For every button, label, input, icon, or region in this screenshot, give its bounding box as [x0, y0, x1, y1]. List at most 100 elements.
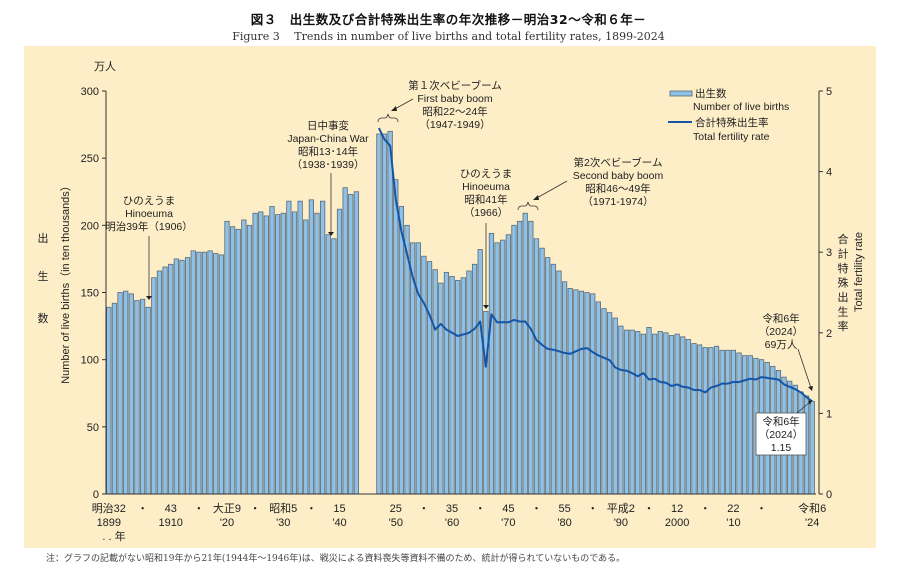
- right-axis-label-jp-char: 計: [838, 247, 849, 261]
- bar-1938: [325, 234, 331, 495]
- bar-1998: [663, 332, 669, 495]
- bar-1942: [348, 194, 354, 495]
- left-tick-label: 250: [81, 153, 99, 165]
- arrow-head-icon: [533, 195, 539, 200]
- annotation-hinoeuma-1906: 明治39年（1906）: [105, 220, 193, 233]
- bar-1950: [393, 179, 399, 495]
- x-tick-label-year: 2000: [665, 517, 689, 529]
- bar-1956: [426, 261, 433, 495]
- x-tick-label-era: ・: [250, 503, 261, 515]
- bar-1925: [252, 212, 258, 495]
- left-axis-unit: 万人: [94, 60, 116, 73]
- bar-1949: [387, 130, 393, 495]
- right-tick-label: 4: [826, 167, 832, 179]
- legend-line-label-en: Total fertility rate: [693, 131, 770, 143]
- bar-1926: [258, 211, 264, 495]
- annotation-second-baby-boom: （1971-1974）: [582, 196, 653, 208]
- bar-1921: [229, 226, 236, 495]
- right-tick-label: 1: [826, 408, 832, 420]
- bar-1973: [522, 212, 528, 495]
- bar-2008: [719, 349, 725, 495]
- annotation-first-baby-boom: 昭和22～24年: [422, 105, 487, 118]
- bar-2012: [742, 355, 748, 495]
- legend-bar-label-en: Number of live births: [693, 101, 789, 113]
- bar-1929: [275, 214, 281, 495]
- bar-1912: [179, 259, 185, 495]
- bar-2003: [691, 343, 697, 495]
- bar-1977: [545, 257, 551, 495]
- left-tick-label: 0: [93, 489, 99, 501]
- bar-1914: [190, 250, 196, 495]
- bar-1979: [556, 270, 562, 495]
- bar-1933: [297, 200, 303, 495]
- bar-1965: [477, 249, 483, 495]
- arrow-head-icon: [808, 386, 813, 391]
- left-tick-label: 150: [81, 288, 99, 300]
- annotation-2024-tfr: 令和6年: [762, 415, 799, 428]
- x-tick-label-era: 大正9: [213, 501, 241, 515]
- bar-1927: [263, 215, 269, 495]
- bar-1923: [241, 219, 247, 495]
- bar-2013: [747, 355, 753, 495]
- bar-1961: [455, 280, 461, 495]
- left-axis-label-jp-char: 生: [38, 269, 49, 283]
- left-axis-label-en: Number of live births（in ten thousands）: [59, 180, 72, 384]
- left-axis-label-jp-char: 出: [38, 231, 49, 245]
- bar-1910: [168, 263, 174, 495]
- bar-1930: [280, 212, 286, 495]
- bar-1911: [173, 258, 179, 495]
- x-tick-label-era: 35: [446, 503, 458, 515]
- bar-1917: [207, 250, 213, 495]
- bar-1951: [398, 206, 405, 495]
- bar-1994: [640, 333, 646, 495]
- annotation-japan-china-war: 昭和13･14年: [298, 145, 358, 158]
- bar-2002: [685, 339, 692, 495]
- bar-2011: [736, 352, 742, 495]
- bar-2009: [725, 349, 731, 495]
- x-tick-label-year: '30: [276, 517, 290, 529]
- bar-1901: [117, 292, 123, 495]
- x-tick-label-year: 1899: [97, 517, 121, 529]
- bar-1975: [533, 238, 540, 495]
- left-tick-label: 50: [87, 422, 99, 434]
- annotation-hinoeuma-1966: （1966）: [464, 207, 508, 219]
- bar-1999: [668, 335, 675, 495]
- bar-1993: [635, 331, 641, 495]
- annotation-first-baby-boom: First baby boom: [417, 93, 493, 105]
- left-tick-label: 300: [81, 86, 99, 98]
- x-tick-label-era: 平成2: [607, 502, 635, 515]
- x-tick-label-era: 令和6: [798, 501, 826, 515]
- bar-1957: [432, 269, 438, 495]
- bar-1935: [308, 199, 314, 495]
- bar-1936: [314, 212, 320, 495]
- bar-1990: [618, 325, 624, 495]
- arrow-head-icon: [146, 296, 152, 300]
- arrow-head-icon: [328, 232, 334, 236]
- bar-2001: [680, 336, 686, 495]
- annotation-2024-tfr: 1.15: [771, 442, 792, 454]
- bar-1985: [590, 293, 596, 495]
- bar-1943: [353, 191, 360, 495]
- bar-2006: [708, 347, 714, 495]
- bar-2004: [697, 344, 703, 495]
- bar-1968: [494, 242, 500, 495]
- annotation-arrow: [796, 401, 811, 414]
- x-tick-label-era: ・: [137, 503, 148, 515]
- annotation-first-baby-boom: （1947-1949）: [419, 119, 490, 131]
- x-tick-label-era: ・: [306, 503, 317, 515]
- brace-icon: [517, 201, 539, 211]
- x-tick-label-year: '20: [220, 517, 234, 529]
- annotation-arrow: [797, 348, 812, 389]
- bar-1909: [162, 266, 168, 495]
- bar-1941: [342, 187, 348, 495]
- arrow-head-icon: [808, 400, 812, 405]
- annotation-arrow: [534, 180, 568, 200]
- x-tick-label-era: ・: [475, 503, 486, 515]
- right-axis-label-jp-char: 出: [838, 290, 849, 304]
- x-tick-label-year: '80: [557, 517, 571, 529]
- bar-1948: [381, 133, 388, 495]
- arrow-head-icon: [483, 305, 489, 309]
- tfr-line: [378, 127, 813, 403]
- x-tick-label-era: 15: [333, 503, 345, 515]
- annotation-2024-births: 令和6年: [762, 312, 799, 325]
